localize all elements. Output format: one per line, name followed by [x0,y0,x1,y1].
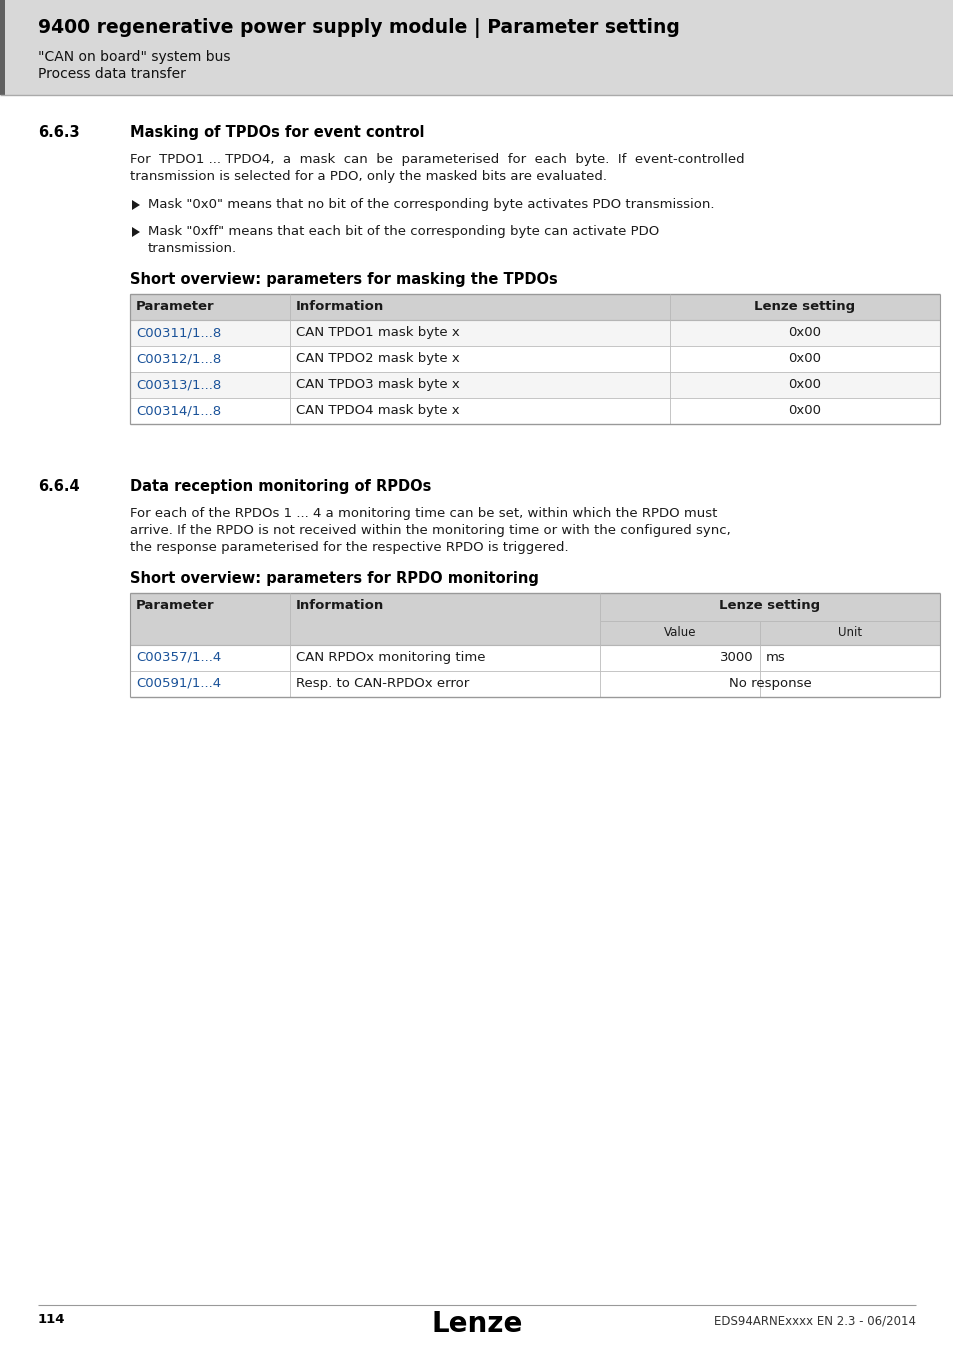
Text: 0x00: 0x00 [788,352,821,365]
Text: 6.6.4: 6.6.4 [38,479,79,494]
Bar [130,671,939,697]
Text: CAN TPDO3 mask byte x: CAN TPDO3 mask byte x [295,378,459,392]
Text: Lenze setting: Lenze setting [754,300,855,313]
Text: Masking of TPDOs for event control: Masking of TPDOs for event control [130,126,424,140]
Text: Process data transfer: Process data transfer [38,68,186,81]
Bar [130,320,939,346]
Bar [130,645,939,671]
Text: 3000: 3000 [720,651,753,664]
Text: Parameter: Parameter [136,300,214,313]
Text: C00357/1...4: C00357/1...4 [136,651,221,664]
Bar [130,346,939,373]
Text: Information: Information [295,300,384,313]
Text: C00591/1...4: C00591/1...4 [136,676,221,690]
Text: Lenze setting: Lenze setting [719,599,820,612]
Text: Information: Information [295,599,384,612]
Text: CAN RPDOx monitoring time: CAN RPDOx monitoring time [295,651,485,664]
Text: Short overview: parameters for RPDO monitoring: Short overview: parameters for RPDO moni… [130,571,538,586]
Text: Value: Value [663,626,696,639]
Text: CAN TPDO4 mask byte x: CAN TPDO4 mask byte x [295,404,459,417]
Text: 6.6.3: 6.6.3 [38,126,79,140]
Text: arrive. If the RPDO is not received within the monitoring time or with the confi: arrive. If the RPDO is not received with… [130,524,730,537]
Text: Short overview: parameters for masking the TPDOs: Short overview: parameters for masking t… [130,271,558,288]
Polygon shape [132,200,140,211]
Text: Lenze: Lenze [431,1310,522,1338]
Text: For  TPDO1 ... TPDO4,  a  mask  can  be  parameterised  for  each  byte.  If  ev: For TPDO1 ... TPDO4, a mask can be param… [130,153,744,166]
Text: 0x00: 0x00 [788,325,821,339]
Bar [130,593,939,645]
Text: C00312/1...8: C00312/1...8 [136,352,221,365]
Text: transmission.: transmission. [148,242,237,255]
Bar [130,373,939,398]
Text: EDS94ARNExxxx EN 2.3 - 06/2014: EDS94ARNExxxx EN 2.3 - 06/2014 [713,1315,915,1328]
Text: C00313/1...8: C00313/1...8 [136,378,221,392]
Text: 114: 114 [38,1314,66,1326]
Text: C00314/1...8: C00314/1...8 [136,404,221,417]
Text: 0x00: 0x00 [788,404,821,417]
Bar [130,398,939,424]
Text: Data reception monitoring of RPDOs: Data reception monitoring of RPDOs [130,479,431,494]
Text: Mask "0x0" means that no bit of the corresponding byte activates PDO transmissio: Mask "0x0" means that no bit of the corr… [148,198,714,211]
Text: Parameter: Parameter [136,599,214,612]
Text: CAN TPDO2 mask byte x: CAN TPDO2 mask byte x [295,352,459,365]
Text: For each of the RPDOs 1 ... 4 a monitoring time can be set, within which the RPD: For each of the RPDOs 1 ... 4 a monitori… [130,508,717,520]
Text: No response: No response [728,676,810,690]
Polygon shape [132,227,140,238]
Text: Unit: Unit [837,626,862,639]
Text: Resp. to CAN-RPDOx error: Resp. to CAN-RPDOx error [295,676,469,690]
Bar [0,0,953,95]
Text: transmission is selected for a PDO, only the masked bits are evaluated.: transmission is selected for a PDO, only… [130,170,606,184]
Text: 0x00: 0x00 [788,378,821,392]
Text: the response parameterised for the respective RPDO is triggered.: the response parameterised for the respe… [130,541,568,554]
Bar [130,294,939,320]
Text: "CAN on board" system bus: "CAN on board" system bus [38,50,231,63]
Text: CAN TPDO1 mask byte x: CAN TPDO1 mask byte x [295,325,459,339]
Text: ms: ms [765,651,785,664]
Text: C00311/1...8: C00311/1...8 [136,325,221,339]
Text: Mask "0xff" means that each bit of the corresponding byte can activate PDO: Mask "0xff" means that each bit of the c… [148,225,659,238]
Text: 9400 regenerative power supply module | Parameter setting: 9400 regenerative power supply module | … [38,18,679,38]
Bar [0,0,5,95]
